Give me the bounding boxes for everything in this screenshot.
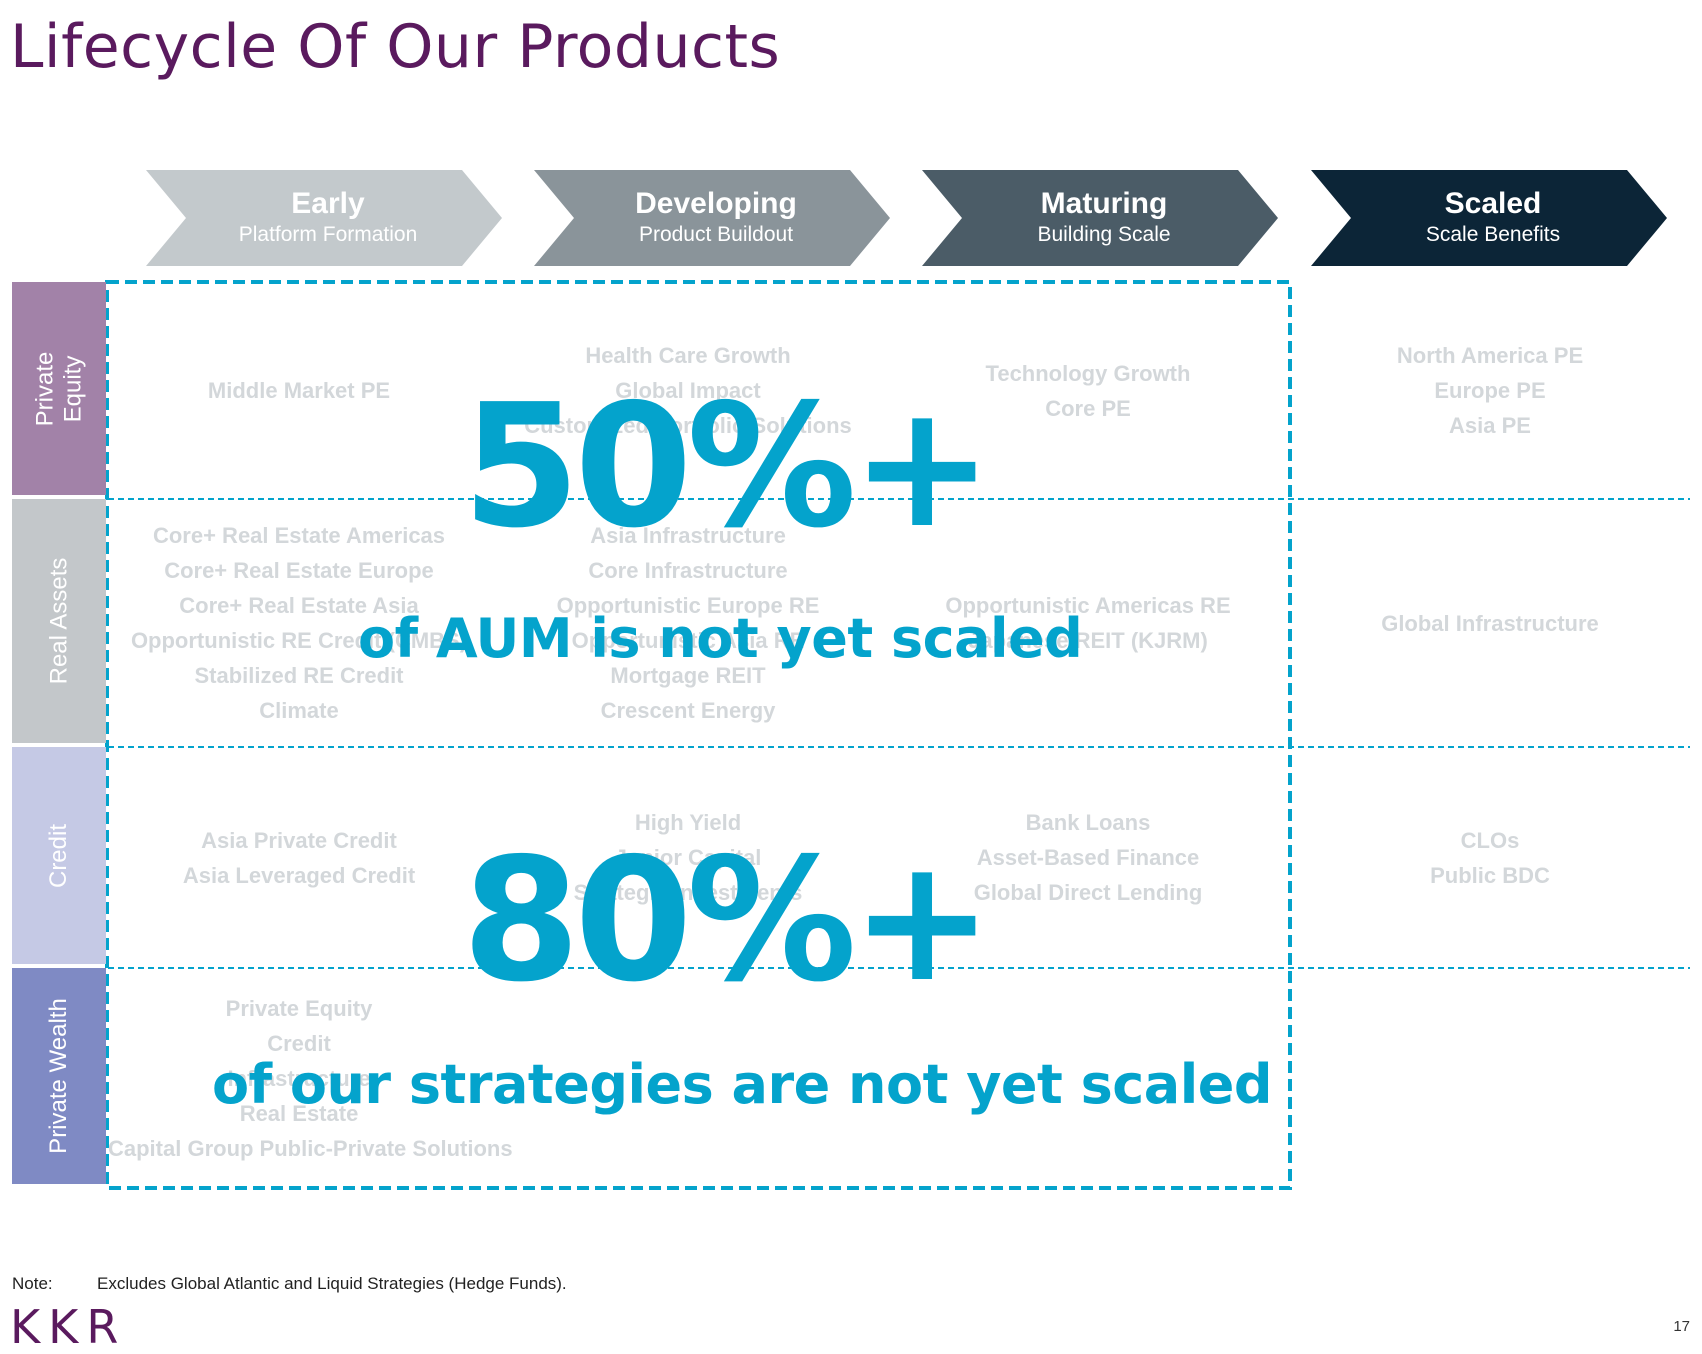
product-item: Junior Capital: [614, 845, 762, 870]
stage-name: Maturing: [1040, 187, 1168, 220]
note-label: Note:: [12, 1274, 53, 1293]
product-item: Core+ Real Estate Americas: [152, 523, 446, 548]
stage-chevron-scaled: [1311, 170, 1667, 266]
stage-subtitle: Scale Benefits: [1425, 223, 1561, 246]
callout-strategies-value: 80%+: [462, 822, 993, 1020]
cell-0-2: Technology Growth Core PE: [886, 282, 1290, 499]
product-item: Stabilized RE Credit: [194, 663, 404, 688]
product-item: Bank Loans: [1025, 810, 1151, 835]
product-item: Asia Leveraged Credit: [182, 862, 416, 888]
product-item: Credit: [267, 1030, 331, 1056]
row-label-private-equity: Private Equity: [12, 282, 106, 495]
cell-3-3: [1290, 968, 1690, 1188]
product-item: North America PE: [1396, 343, 1584, 368]
product-item: Strategic Investments: [573, 880, 803, 905]
row-label-credit: Credit: [12, 747, 106, 964]
stage-chevron-developing: [534, 170, 890, 266]
product-item: Middle Market PE: [207, 378, 391, 403]
cell-1-1: Asia Infrastructure Core Infrastructure Op…: [490, 499, 886, 747]
product-item: Crescent Energy: [600, 698, 776, 723]
product-item: High Yield: [634, 810, 742, 835]
product-item: Asia Private Credit: [201, 827, 397, 853]
stage-developing: Developing Product Buildout: [556, 168, 876, 266]
row-label-private-wealth: Private Wealth: [12, 968, 106, 1184]
product-item: Global Infrastructure: [1381, 610, 1599, 636]
cell-0-0: Middle Market PE: [108, 282, 490, 499]
stage-early: Early Platform Formation: [168, 168, 488, 266]
note-text: Excludes Global Atlantic and Liquid Stra…: [97, 1274, 567, 1293]
cell-1-0: Core+ Real Estate Americas Core+ Real Est…: [108, 499, 490, 747]
stage-subtitle: Platform Formation: [238, 223, 418, 246]
cell-2-1: High Yield Junior Capital Strategic Invest…: [490, 747, 886, 968]
row-label-real-assets: Real Assets: [12, 499, 106, 743]
product-item: Infrastructure: [227, 1065, 371, 1091]
page-title: Lifecycle Of Our Products: [10, 12, 781, 82]
stage-name: Developing: [635, 187, 797, 220]
page-number: 17: [1673, 1318, 1690, 1335]
product-item: Opportunistic RE Credit (CMBS): [130, 628, 468, 653]
product-item: Capital Group Public-Private Solutions: [108, 1135, 513, 1161]
product-item: Japanese REIT (KJRM): [968, 628, 1208, 653]
stage-maturing: Maturing Building Scale: [944, 168, 1264, 266]
footnote: Note: Excludes Global Atlantic and Liquid…: [12, 1274, 567, 1294]
product-item: Technology Growth: [985, 360, 1191, 386]
product-item: Core+ Real Estate Europe: [164, 558, 434, 583]
product-item: Core+ Real Estate Asia: [179, 593, 419, 618]
product-item: Climate: [259, 698, 339, 723]
cell-0-3: North America PE Europe PE Asia PE: [1290, 282, 1690, 499]
product-item: Real Estate: [239, 1100, 359, 1126]
grid-lines: [105, 280, 1690, 1190]
kkr-logo: KKR: [10, 1300, 127, 1354]
product-item: Health Care Growth: [585, 343, 791, 368]
cell-3-0: Private Equity Credit Infrastructure Real E…: [108, 968, 513, 1188]
cell-2-0: Asia Private Credit Asia Leveraged Credit: [108, 747, 490, 968]
product-item: Asia Infrastructure: [590, 523, 786, 548]
product-item: Global Impact: [615, 378, 761, 403]
row-label-text: Private Wealth: [45, 998, 72, 1154]
cell-2-3: CLOs Public BDC: [1290, 747, 1690, 968]
product-item: Asia PE: [1449, 413, 1531, 438]
product-item: Opportunistic Americas RE: [945, 593, 1231, 618]
product-item: Opportunistic Asia RE: [571, 628, 805, 653]
product-item: Mortgage REIT: [610, 663, 766, 688]
product-item: Asset-Based Finance: [976, 845, 1200, 870]
product-item: Core PE: [1045, 395, 1131, 421]
row-label-text: Real Assets: [45, 557, 73, 685]
cell-1-2: Opportunistic Americas RE Japanese REIT (…: [886, 499, 1290, 747]
cell-2-2: Bank Loans Asset-Based Finance Global Dire…: [886, 747, 1290, 968]
product-item: Europe PE: [1434, 378, 1546, 403]
callout-strategies-caption: of our strategies are not yet scaled: [212, 1053, 1273, 1116]
product-item: Customized Portfolio Solutions: [524, 413, 852, 438]
row-label-text: Credit: [45, 823, 72, 888]
stage-chevron-maturing: [922, 170, 1278, 266]
stage-name: Scaled: [1444, 187, 1542, 220]
product-item: Opportunistic Europe RE: [556, 593, 820, 618]
product-item: Global Direct Lending: [973, 880, 1203, 905]
cell-1-3: Global Infrastructure: [1290, 499, 1690, 747]
stage-chevron-early: [146, 170, 502, 266]
callout-aum-caption: of AUM is not yet scaled: [358, 607, 1083, 670]
row-label-text: Private Equity: [30, 351, 86, 426]
callout-aum-value: 50%+: [462, 368, 993, 566]
cell-0-1: Health Care Growth Global Impact Customize…: [490, 282, 886, 499]
product-item: Private Equity: [225, 995, 373, 1021]
product-item: Core Infrastructure: [588, 558, 788, 583]
product-item: Public BDC: [1430, 862, 1550, 888]
stage-subtitle: Building Scale: [1037, 223, 1171, 246]
stage-name: Early: [291, 187, 365, 220]
stage-subtitle: Product Buildout: [638, 223, 794, 246]
stage-scaled: Scaled Scale Benefits: [1333, 168, 1653, 266]
stage-chevrons: [146, 170, 1667, 266]
product-item: CLOs: [1460, 827, 1520, 853]
